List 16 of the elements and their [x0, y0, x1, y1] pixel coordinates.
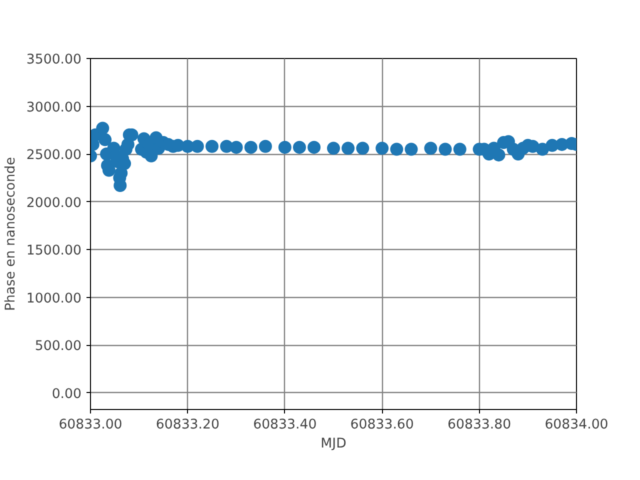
y-tick-label: 3000.00 [26, 100, 82, 116]
y-tick-label: 3500.00 [26, 52, 82, 68]
y-tick-label: 0.00 [52, 386, 82, 402]
x-tick-label: 60833.40 [253, 418, 317, 432]
y-tick-label: 500.00 [34, 339, 82, 354]
y-tick-label: 2500.00 [26, 148, 82, 164]
y-tick-label: 1000.00 [26, 291, 82, 306]
x-axis-title: MJD [320, 436, 346, 452]
x-tick-label: 60833.60 [350, 418, 414, 432]
x-tick-label: 60833.20 [156, 418, 220, 432]
x-tick-label: 60833.80 [448, 418, 512, 432]
y-tick-label: 1500.00 [26, 244, 82, 259]
x-tick-label: 60834.00 [544, 418, 608, 432]
y-axis-title: Phase en nanoseconde [3, 157, 18, 311]
y-tick-label: 2000.00 [26, 196, 82, 211]
x-tick-label: 60833.00 [58, 418, 122, 432]
